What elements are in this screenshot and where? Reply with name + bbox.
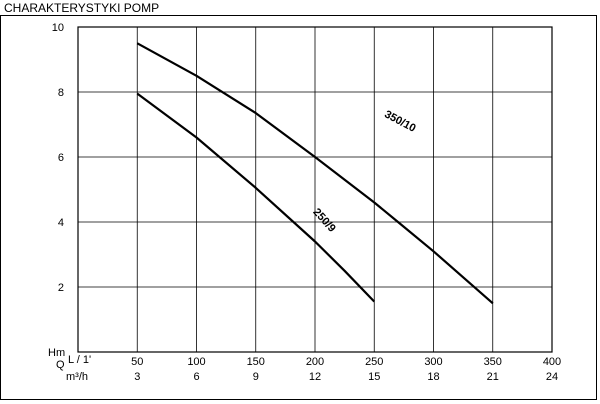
x-tick-label-primary: 300 xyxy=(424,356,442,368)
x-tick-label-secondary: 12 xyxy=(309,371,321,383)
x-tick-label-secondary: 6 xyxy=(193,371,199,383)
x-tick-label-secondary: 18 xyxy=(427,371,439,383)
x-unit-secondary-label: m³/h xyxy=(66,371,88,383)
y-tick-label: 10 xyxy=(52,22,64,34)
y-tick-label: 6 xyxy=(58,152,64,164)
tick-labels: 2468105031006150920012250153001835021400… xyxy=(52,22,561,383)
chart-frame xyxy=(0,15,597,400)
series-line-350-10 xyxy=(136,42,494,305)
x-tick-label-secondary: 21 xyxy=(487,371,499,383)
plot-area-border xyxy=(77,26,553,353)
x-tick-label-primary: 400 xyxy=(543,356,561,368)
x-tick-label-primary: 100 xyxy=(187,356,205,368)
x-tick-label-primary: 150 xyxy=(247,356,265,368)
series-label: 250/9 xyxy=(310,206,337,234)
series-line-250-9 xyxy=(136,92,376,303)
series-label: 350/10 xyxy=(382,108,417,134)
y-axis-label: Hm xyxy=(48,347,65,359)
chart-title: CHARAKTERYSTYKI POMP xyxy=(4,1,160,15)
x-tick-label-secondary: 3 xyxy=(134,371,140,383)
grid-lines xyxy=(78,27,552,352)
x-tick-label-primary: 50 xyxy=(131,356,143,368)
y-tick-label: 8 xyxy=(58,87,64,99)
x-tick-label-primary: 250 xyxy=(365,356,383,368)
x-tick-label-secondary: 15 xyxy=(368,371,380,383)
x-tick-label-primary: 200 xyxy=(306,356,324,368)
x-tick-label-primary: 350 xyxy=(484,356,502,368)
x-tick-label-secondary: 9 xyxy=(253,371,259,383)
x-unit-primary-label: L / 1' xyxy=(68,354,91,366)
x-axis-label: Q xyxy=(56,359,65,371)
y-tick-label: 2 xyxy=(58,282,64,294)
y-tick-label: 4 xyxy=(58,217,64,229)
x-tick-label-secondary: 24 xyxy=(546,371,558,383)
